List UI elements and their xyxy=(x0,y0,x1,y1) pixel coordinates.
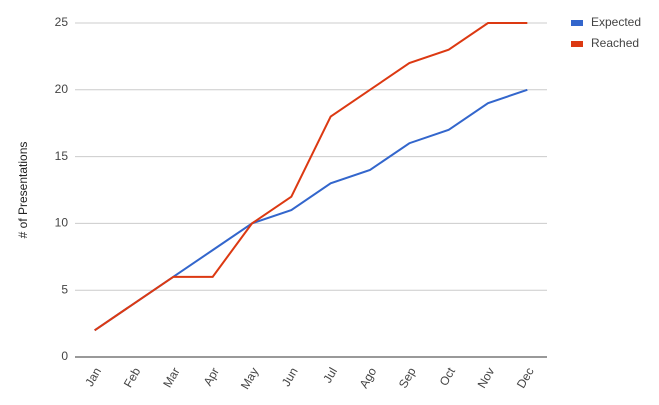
y-tick-label: 10 xyxy=(55,216,69,230)
x-tick-label: Ago xyxy=(357,365,380,391)
y-tick-label: 25 xyxy=(55,15,69,29)
legend-label: Reached xyxy=(591,36,639,50)
x-tick-label: Mar xyxy=(160,365,182,390)
y-tick-label: 20 xyxy=(55,82,69,96)
series-line xyxy=(94,88,528,332)
legend-swatch xyxy=(571,41,583,47)
x-tick-label: Dec xyxy=(514,365,537,390)
x-tick-label: May xyxy=(238,365,261,392)
x-tick-label: Jul xyxy=(320,365,340,385)
series-line xyxy=(94,22,528,332)
x-tick-label: Jun xyxy=(279,365,301,389)
x-tick-label: Apr xyxy=(201,365,222,388)
y-axis-label: # of Presentations xyxy=(16,142,30,239)
legend-label: Expected xyxy=(591,15,641,29)
x-tick-label: Sep xyxy=(396,365,419,391)
y-tick-label: 5 xyxy=(61,282,68,296)
legend-swatch xyxy=(571,20,583,26)
x-tick-label: Jan xyxy=(82,365,104,389)
y-tick-label: 0 xyxy=(61,349,68,363)
x-tick-label: Oct xyxy=(437,365,459,389)
y-tick-label: 15 xyxy=(55,149,69,163)
x-tick-label: Nov xyxy=(475,365,498,390)
x-tick-label: Feb xyxy=(121,365,144,390)
